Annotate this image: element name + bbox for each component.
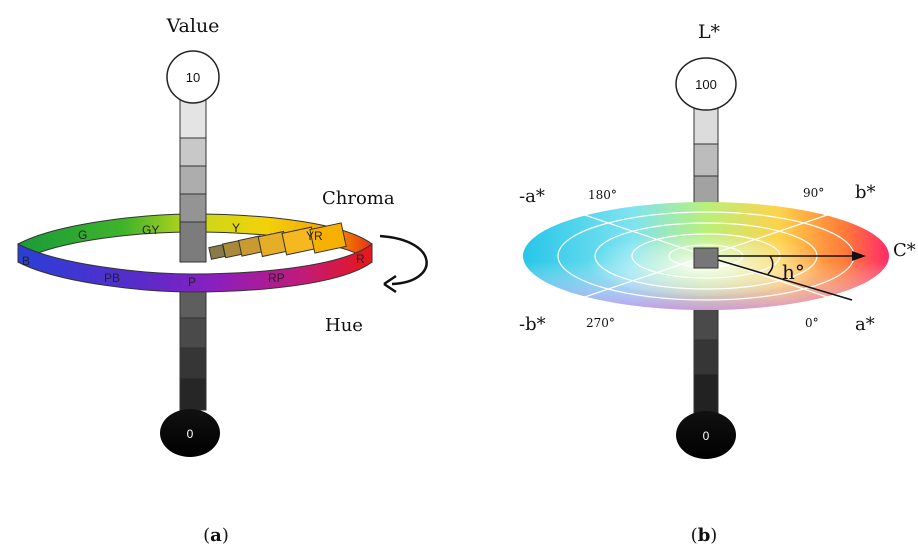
hue-labels: G GY Y YR R RP P PB B (22, 221, 365, 289)
label-neg-b: -b* (519, 314, 546, 335)
label-hue-angle: h° (782, 260, 805, 284)
hue-label-yr: YR (306, 229, 323, 243)
lightness-bottom-ball (676, 411, 736, 459)
label-pos-a: a* (855, 314, 875, 335)
label-90: 90° (803, 186, 824, 200)
hue-angle-arc (767, 255, 774, 275)
value-top-label: 10 (186, 70, 200, 85)
chroma-chips (208, 222, 347, 260)
hue-label: Hue (325, 315, 363, 336)
hue-ring-front (17, 243, 373, 293)
caption-a: (a) (203, 525, 229, 544)
label-0: 0° (805, 316, 819, 330)
hue-arrow-head (383, 274, 397, 294)
label-chroma: C* (893, 240, 916, 261)
label-270: 270° (586, 316, 615, 330)
value-column (179, 99, 207, 411)
lightness-bottom-label: 0 (703, 429, 710, 443)
hue-label-pb: PB (104, 271, 120, 285)
hue-angle-line (717, 259, 853, 301)
hue-label-gy: GY (142, 223, 159, 237)
label-pos-b: b* (855, 182, 876, 203)
value-bottom-label: 0 (187, 427, 194, 441)
hue-label-y: Y (232, 221, 240, 235)
hue-label-g: G (78, 228, 87, 242)
lightness-column-mid (693, 247, 719, 269)
value-top-ball (166, 50, 220, 104)
hue-label-p: P (188, 275, 196, 289)
hue-label-rp: RP (268, 271, 285, 285)
chroma-label: Chroma (322, 188, 395, 209)
hue-label-b: B (22, 254, 30, 268)
lightness-top-ball (675, 57, 737, 111)
value-title: Value (166, 15, 220, 37)
hue-label-r: R (356, 252, 365, 266)
panel-a: Value G GY Y (17, 15, 428, 544)
chroma-arrow-head (852, 251, 866, 261)
hue-rotation-arrow (379, 234, 428, 286)
label-neg-a: -a* (519, 186, 545, 207)
lstar-title: L* (698, 21, 721, 43)
axis-labels: -a* b* -b* a* C* h° 180° 90° 270° 0° (519, 182, 916, 335)
value-bottom-ball (160, 409, 220, 457)
caption-b: (b) (691, 525, 718, 544)
panel-b: L* (519, 21, 916, 544)
label-180: 180° (588, 188, 617, 202)
lightness-top-label: 100 (695, 77, 717, 92)
